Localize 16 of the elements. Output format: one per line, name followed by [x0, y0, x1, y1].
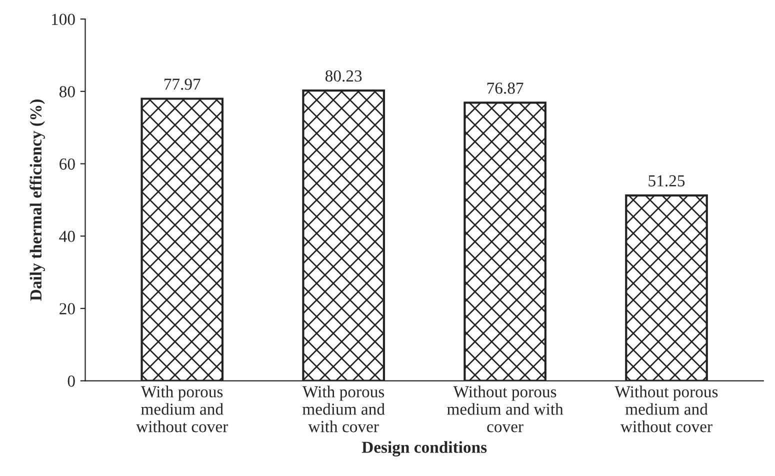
y-tick-label: 0 — [68, 376, 75, 387]
x-axis-title: Design conditions — [362, 441, 487, 456]
y-axis-title: Daily thermal efficiency (%) — [30, 100, 45, 301]
y-tick-label: 40 — [59, 230, 75, 242]
data-label: 51.25 — [648, 175, 685, 187]
y-tick-label: 20 — [60, 303, 75, 314]
x-tick-label: Without porous medium and with cover — [447, 386, 564, 432]
x-tick-label: With porous medium and with cover — [302, 386, 385, 432]
data-label: 76.87 — [487, 82, 524, 94]
data-label: 80.23 — [325, 70, 362, 82]
data-label: 77.97 — [164, 78, 200, 90]
x-tick-label: With porous medium and without cover — [136, 386, 228, 432]
y-tick-label: 60 — [60, 158, 75, 170]
y-tick-label: 80 — [59, 86, 75, 98]
y-tick-label: 100 — [52, 14, 75, 25]
x-tick-label: Without porous medium and without cover — [614, 386, 718, 432]
